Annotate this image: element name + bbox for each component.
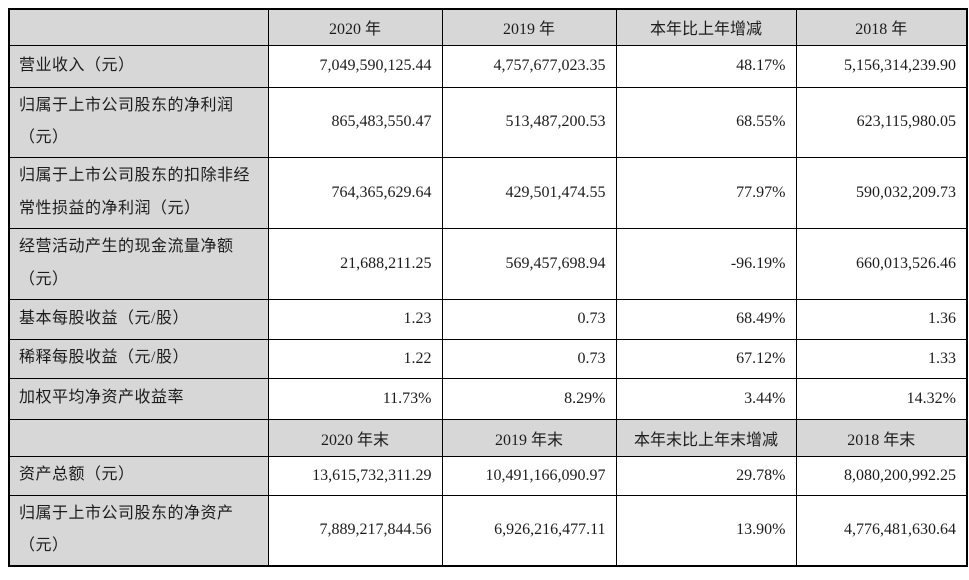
table-row: 2020 年 2019 年 本年比上年增减 2018 年 [8,8,968,46]
row-label: 营业收入（元） [8,44,269,88]
column-header-2018-end: 2018 年末 [795,418,968,457]
row-label: 稀释每股收益（元/股） [8,338,269,379]
table-row-net-profit-excl-nonrecurring: 归属于上市公司股东的扣除非经常性损益的净利润（元） 764,365,629.64… [8,157,968,230]
cell-2019-end: 6,926,216,477.11 [441,494,617,567]
cell-2018: 5,156,314,239.90 [795,44,968,88]
table-row-weighted-avg-roe: 加权平均净资产收益率 11.73% 8.29% 3.44% 14.32% [8,377,968,420]
cell-2020: 21,688,211.25 [267,228,443,300]
cell-yearend-change: 13.90% [615,494,797,567]
cell-2020: 1.22 [267,338,443,379]
cell-2018: 1.33 [795,338,968,379]
cell-2020: 7,049,590,125.44 [267,44,443,88]
column-header-2020-end: 2020 年末 [267,418,443,457]
column-header-yoy-change: 本年比上年增减 [615,8,797,46]
cell-2019: 429,501,474.55 [441,157,617,230]
cell-2018-end: 4,776,481,630.64 [795,494,968,567]
corner-cell [8,8,269,46]
cell-2020: 865,483,550.47 [267,86,443,159]
cell-yoy-change: 67.12% [615,338,797,379]
column-header-2019-end: 2019 年末 [441,418,617,457]
row-label: 基本每股收益（元/股） [8,298,269,340]
cell-2019: 4,757,677,023.35 [441,44,617,88]
row-label: 归属于上市公司股东的净资产（元） [8,494,269,567]
cell-2019: 0.73 [441,298,617,340]
table-row: 2020 年末 2019 年末 本年末比上年末增减 2018 年末 [8,418,968,457]
cell-2020: 764,365,629.64 [267,157,443,230]
cell-yearend-change: 29.78% [615,455,797,496]
cell-2019: 569,457,698.94 [441,228,617,300]
cell-2020: 11.73% [267,377,443,420]
row-label: 加权平均净资产收益率 [8,377,269,420]
cell-2019-end: 10,491,166,090.97 [441,455,617,496]
cell-2018-end: 8,080,200,992.25 [795,455,968,496]
cell-yoy-change: 48.17% [615,44,797,88]
table-row-total-assets: 资产总额（元） 13,615,732,311.29 10,491,166,090… [8,455,968,496]
cell-2018: 623,115,980.05 [795,86,968,159]
column-header-yearend-change: 本年末比上年末增减 [615,418,797,457]
cell-2018: 14.32% [795,377,968,420]
row-label: 归属于上市公司股东的扣除非经常性损益的净利润（元） [8,157,269,230]
row-label: 归属于上市公司股东的净利润（元） [8,86,269,159]
cell-2020-end: 13,615,732,311.29 [267,455,443,496]
cell-2019: 8.29% [441,377,617,420]
cell-yoy-change: 68.55% [615,86,797,159]
table-row-basic-eps: 基本每股收益（元/股） 1.23 0.73 68.49% 1.36 [8,298,968,340]
cell-2018: 590,032,209.73 [795,157,968,230]
cell-yoy-change: -96.19% [615,228,797,300]
cell-2018: 1.36 [795,298,968,340]
cell-2018: 660,013,526.46 [795,228,968,300]
table-row-operating-cash-flow: 经营活动产生的现金流量净额（元） 21,688,211.25 569,457,6… [8,228,968,300]
cell-2020: 1.23 [267,298,443,340]
row-label: 资产总额（元） [8,455,269,496]
column-header-2020: 2020 年 [267,8,443,46]
cell-2019: 0.73 [441,338,617,379]
table-row-operating-revenue: 营业收入（元） 7,049,590,125.44 4,757,677,023.3… [8,44,968,88]
column-header-2018: 2018 年 [795,8,968,46]
cell-2020-end: 7,889,217,844.56 [267,494,443,567]
cell-yoy-change: 68.49% [615,298,797,340]
table-row-net-assets: 归属于上市公司股东的净资产（元） 7,889,217,844.56 6,926,… [8,494,968,567]
table-row-net-profit: 归属于上市公司股东的净利润（元） 865,483,550.47 513,487,… [8,86,968,159]
corner-cell [8,418,269,457]
column-header-2019: 2019 年 [441,8,617,46]
table-row-diluted-eps: 稀释每股收益（元/股） 1.22 0.73 67.12% 1.33 [8,338,968,379]
cell-yoy-change: 3.44% [615,377,797,420]
cell-yoy-change: 77.97% [615,157,797,230]
cell-2019: 513,487,200.53 [441,86,617,159]
row-label: 经营活动产生的现金流量净额（元） [8,228,269,300]
financial-summary-table: 2020 年 2019 年 本年比上年增减 2018 年 营业收入（元） 7,0… [8,8,968,568]
